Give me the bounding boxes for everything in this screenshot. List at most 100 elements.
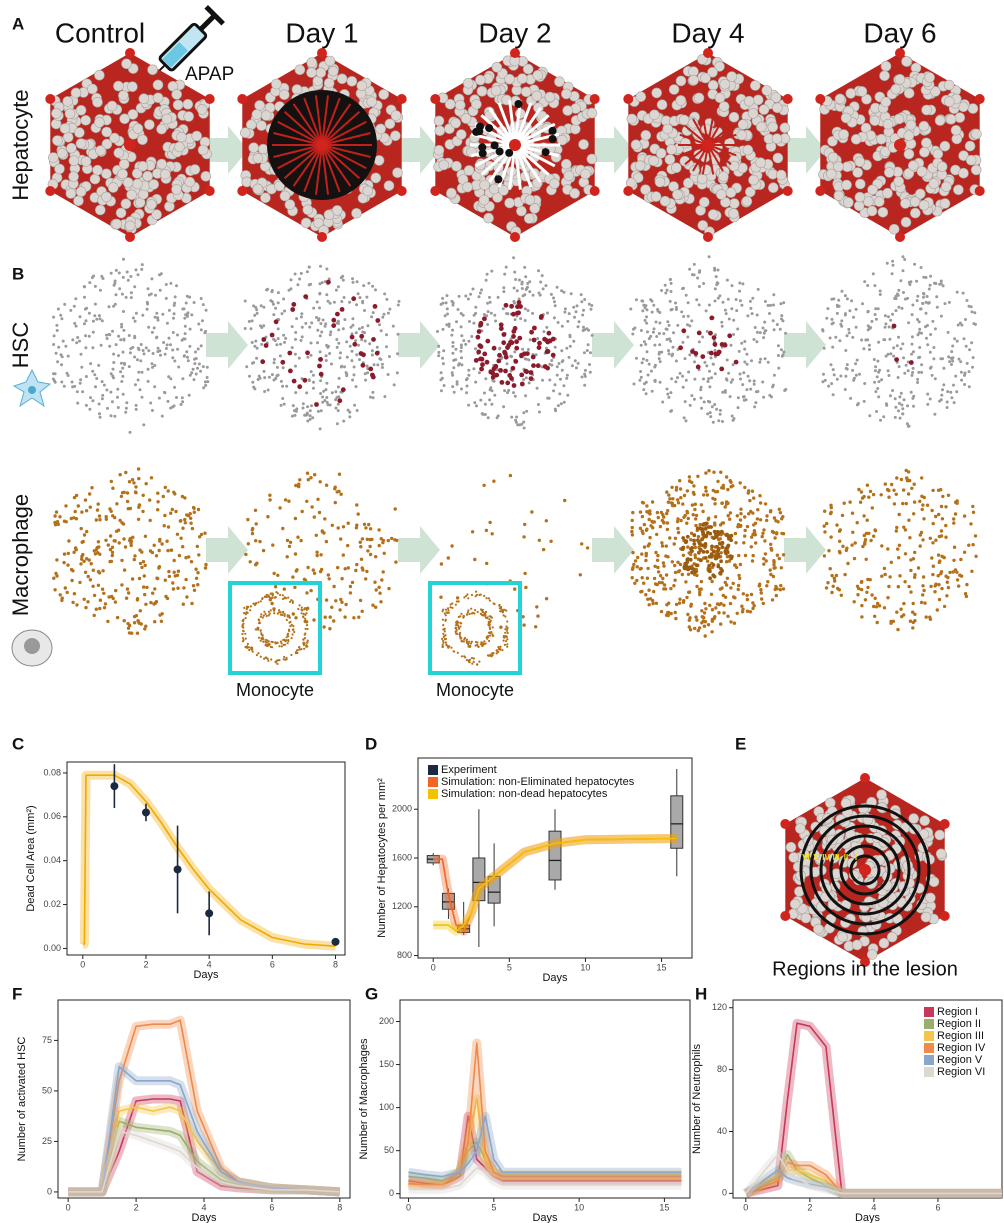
macrophage (394, 560, 397, 563)
hepatocyte (52, 136, 62, 146)
hsc-activated (504, 303, 509, 308)
macrophage (174, 510, 177, 513)
macrophage (166, 549, 169, 552)
hsc-quiescent (846, 334, 849, 337)
hsc-quiescent (918, 328, 921, 331)
hepatocyte (720, 79, 730, 89)
macrophage (896, 628, 899, 631)
macrophage (524, 586, 527, 589)
hsc-quiescent (947, 355, 950, 358)
hsc-quiescent (361, 300, 364, 303)
hsc-quiescent (105, 389, 108, 392)
hsc-quiescent (74, 297, 77, 300)
hsc-quiescent (762, 327, 765, 330)
macrophage (707, 525, 711, 529)
hsc-quiescent (965, 345, 968, 348)
macrophage (775, 594, 778, 597)
macrophage (332, 619, 335, 622)
hepatocyte (292, 85, 302, 95)
hsc-quiescent (838, 339, 841, 342)
hsc-quiescent (783, 389, 786, 392)
hsc-quiescent (730, 307, 733, 310)
macrophage (756, 517, 759, 520)
panel-letter: H (695, 984, 707, 1003)
hsc-quiescent (64, 345, 67, 348)
hsc-quiescent (558, 392, 561, 395)
macrophage (631, 566, 634, 569)
hsc-quiescent (901, 412, 904, 415)
macrophage (141, 510, 144, 513)
monocyte (489, 635, 491, 637)
macrophage (153, 544, 156, 547)
macrophage (918, 500, 921, 503)
monocyte (490, 631, 492, 633)
hsc-quiescent (173, 386, 176, 389)
macrophage (944, 505, 947, 508)
hsc-quiescent (200, 344, 203, 347)
hsc-quiescent (480, 288, 483, 291)
hepatocyte (463, 78, 473, 88)
hsc-quiescent (396, 352, 399, 355)
hsc-activated (270, 333, 275, 338)
macrophage (713, 523, 716, 526)
hsc-quiescent (546, 312, 549, 315)
hsc-quiescent (198, 363, 201, 366)
hsc-quiescent (94, 385, 97, 388)
macrophage (93, 614, 96, 617)
hsc-quiescent (273, 358, 276, 361)
hsc-quiescent (199, 370, 202, 373)
hsc-quiescent (545, 326, 548, 329)
hsc-quiescent (112, 361, 115, 364)
macrophage (745, 594, 748, 597)
hsc-quiescent (731, 415, 734, 418)
hepatocyte (452, 161, 462, 171)
hsc-quiescent (572, 340, 575, 343)
hsc-quiescent (942, 284, 945, 287)
hsc-quiescent (340, 366, 343, 369)
hepatocyte (719, 102, 729, 112)
hsc-quiescent (877, 371, 880, 374)
macrophage (271, 543, 274, 546)
macrophage (55, 574, 58, 577)
macrophage (860, 490, 863, 493)
hsc-quiescent (528, 381, 531, 384)
portal-node (45, 94, 55, 104)
hsc-quiescent (85, 404, 88, 407)
hsc-quiescent (963, 337, 966, 340)
monocyte (283, 656, 285, 658)
macrophage (116, 616, 119, 619)
hsc-activated (537, 345, 542, 350)
hsc-quiescent (101, 319, 104, 322)
hsc-quiescent (646, 350, 649, 353)
hsc-quiescent (493, 314, 496, 317)
hsc-quiescent (557, 321, 560, 324)
hsc-quiescent (56, 360, 59, 363)
monocyte (264, 657, 266, 659)
hepatocyte (55, 164, 65, 174)
hsc-quiescent (73, 322, 76, 325)
hsc-quiescent (929, 367, 932, 370)
hepatocyte (69, 156, 79, 166)
hsc-quiescent (823, 347, 826, 350)
hsc-quiescent (886, 262, 889, 265)
monocyte (500, 608, 502, 610)
macrophage (861, 496, 864, 499)
hsc-quiescent (52, 316, 55, 319)
portal-node (975, 186, 985, 196)
hsc-quiescent (274, 339, 277, 342)
hepatocyte (153, 80, 163, 90)
hepatocyte (636, 92, 646, 102)
hsc-quiescent (351, 350, 354, 353)
hsc-quiescent (925, 337, 928, 340)
monocyte (470, 608, 472, 610)
hsc-quiescent (257, 378, 260, 381)
hsc-quiescent (188, 296, 191, 299)
monocyte (473, 661, 475, 663)
hsc-quiescent (54, 381, 57, 384)
macrophage (692, 491, 695, 494)
macrophage (744, 554, 747, 557)
hsc-quiescent (583, 328, 586, 331)
hsc-quiescent (855, 374, 858, 377)
macrophage (833, 577, 836, 580)
hepatocyte (753, 95, 763, 105)
